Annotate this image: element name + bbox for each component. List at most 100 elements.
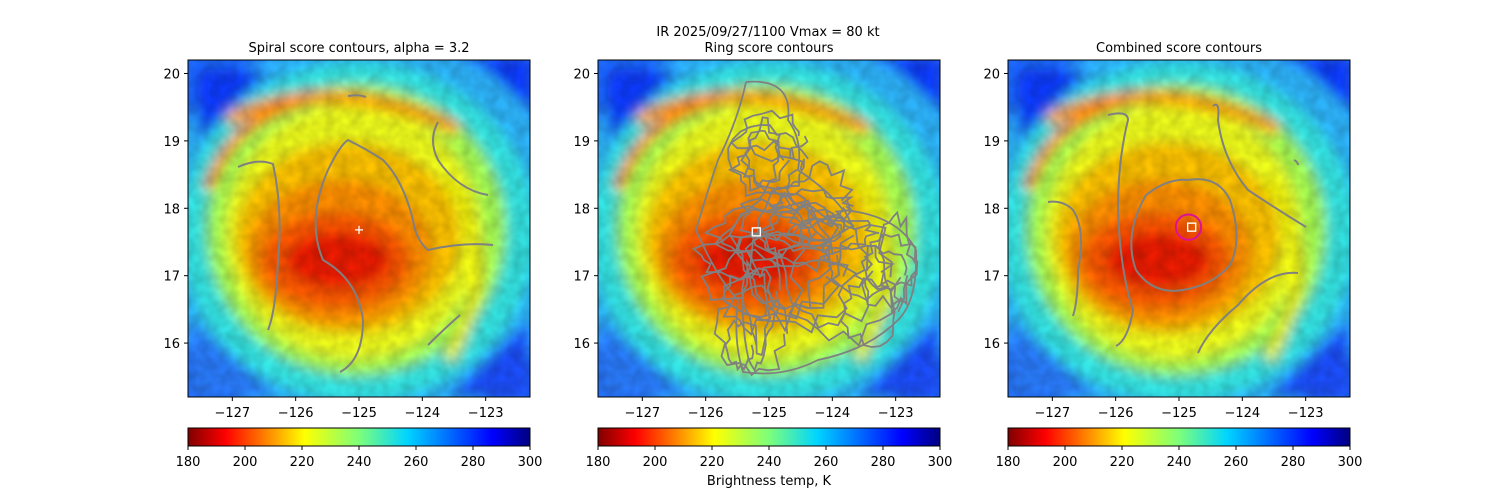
colorbar-tick-label: 240 xyxy=(1167,455,1192,470)
colorbar-tick-label: 240 xyxy=(347,455,372,470)
x-tick-label: −124 xyxy=(1224,406,1260,421)
contour-line xyxy=(1047,200,1083,317)
colorbar-tick-label: 280 xyxy=(871,455,896,470)
y-tick-label: 17 xyxy=(163,270,180,285)
colorbar-label: Brightness temp, K xyxy=(707,474,832,489)
y-tick-label: 20 xyxy=(573,67,590,82)
figure-title: IR 2025/09/27/1100 Vmax = 80 kt xyxy=(656,25,879,40)
x-tick-label: −126 xyxy=(688,406,724,421)
contour-line xyxy=(1293,159,1299,166)
contour-line xyxy=(347,94,367,98)
y-tick-label: 20 xyxy=(983,67,1000,82)
x-tick-label: −127 xyxy=(214,406,250,421)
center-marker xyxy=(1186,222,1197,232)
panel-combined: Combined score contours −127 −126 −125 −124 −… xyxy=(968,35,1398,470)
brightness-field xyxy=(148,35,578,435)
center-marker xyxy=(751,227,762,237)
x-tick-label: −125 xyxy=(341,406,377,421)
contour-line xyxy=(852,244,909,309)
contour-line xyxy=(713,202,840,268)
x-tick-label: −123 xyxy=(468,406,504,421)
colorbar xyxy=(1007,427,1351,447)
panel-title: Ring score contours xyxy=(704,41,833,56)
contour-line xyxy=(877,210,919,314)
contour-line xyxy=(700,230,849,320)
contour-line xyxy=(768,188,854,225)
panel-title: Spiral score contours, alpha = 3.2 xyxy=(248,41,469,56)
contour-line xyxy=(314,138,494,373)
colorbar-tick-label: 300 xyxy=(518,455,543,470)
x-tick-label: −124 xyxy=(404,406,440,421)
x-tick-label: −125 xyxy=(751,406,787,421)
contour-line xyxy=(786,217,880,252)
ir-image xyxy=(968,35,1398,435)
contour-line xyxy=(727,139,804,198)
y-tick-label: 17 xyxy=(573,270,590,285)
y-tick-label: 19 xyxy=(983,135,1000,150)
contour-lines xyxy=(691,80,919,377)
y-tick-label: 20 xyxy=(163,67,180,82)
y-tick-label: 16 xyxy=(983,337,1000,352)
contour-line xyxy=(1107,112,1135,347)
contour-line xyxy=(863,233,917,291)
panel-spiral: Spiral score contours, alpha = 3.2 −127 −1… xyxy=(148,35,578,470)
brightness-field xyxy=(558,35,988,435)
colorbar-tick-label: 200 xyxy=(1053,455,1078,470)
ir-image xyxy=(148,35,578,435)
contour-line xyxy=(1130,178,1238,292)
colorbar xyxy=(597,427,941,447)
x-tick-label: −125 xyxy=(1161,406,1197,421)
y-tick-label: 19 xyxy=(573,135,590,150)
colorbar-tick-label: 200 xyxy=(233,455,258,470)
colorbar-tick-label: 200 xyxy=(643,455,668,470)
colorbar-tick-label: 280 xyxy=(1281,455,1306,470)
colorbar-tick-label: 300 xyxy=(928,455,953,470)
x-tick-label: −124 xyxy=(814,406,850,421)
y-tick-label: 16 xyxy=(163,337,180,352)
colorbar-tick-label: 180 xyxy=(996,455,1021,470)
y-tick-label: 17 xyxy=(983,270,1000,285)
panel-ring: Ring score contours −127 −126 −125 −124 −123 1… xyxy=(558,35,988,489)
contour-line xyxy=(432,121,489,196)
x-tick-label: −127 xyxy=(1034,406,1070,421)
colorbar-tick-label: 280 xyxy=(461,455,486,470)
contour-line xyxy=(1197,271,1299,354)
x-tick-label: −126 xyxy=(1098,406,1134,421)
colorbar-tick-label: 220 xyxy=(1110,455,1135,470)
colorbar-tick-label: 300 xyxy=(1338,455,1363,470)
brightness-field xyxy=(968,35,1398,435)
contour-line xyxy=(788,206,902,347)
colorbar-tick-label: 220 xyxy=(700,455,725,470)
colorbar-tick-label: 260 xyxy=(1224,455,1249,470)
contour-line xyxy=(721,267,777,336)
y-tick-label: 18 xyxy=(163,202,180,217)
colorbar-tick-label: 260 xyxy=(404,455,429,470)
colorbar xyxy=(187,427,531,447)
x-tick-label: −123 xyxy=(878,406,914,421)
y-tick-label: 18 xyxy=(983,202,1000,217)
x-tick-label: −123 xyxy=(1288,406,1324,421)
contour-line xyxy=(1212,103,1307,228)
colorbar-tick-label: 260 xyxy=(814,455,839,470)
contour-line xyxy=(740,258,772,373)
contour-line xyxy=(695,80,918,375)
x-tick-label: −126 xyxy=(278,406,314,421)
y-tick-label: 18 xyxy=(573,202,590,217)
colorbar-tick-label: 240 xyxy=(757,455,782,470)
colorbar-tick-label: 220 xyxy=(290,455,315,470)
contour-line xyxy=(741,227,781,357)
panel-title: Combined score contours xyxy=(1096,41,1262,56)
contour-line xyxy=(427,314,461,346)
contour-line xyxy=(740,129,791,193)
y-tick-label: 16 xyxy=(573,337,590,352)
contour-line xyxy=(839,277,904,348)
contour-line xyxy=(728,191,840,333)
contour-lines xyxy=(1047,103,1307,354)
contour-line xyxy=(713,284,789,377)
contour-line xyxy=(785,160,854,242)
center-marker xyxy=(355,225,363,234)
contour-line xyxy=(237,160,281,331)
eye-circle-marker xyxy=(1174,213,1203,241)
colorbar-tick-label: 180 xyxy=(586,455,611,470)
